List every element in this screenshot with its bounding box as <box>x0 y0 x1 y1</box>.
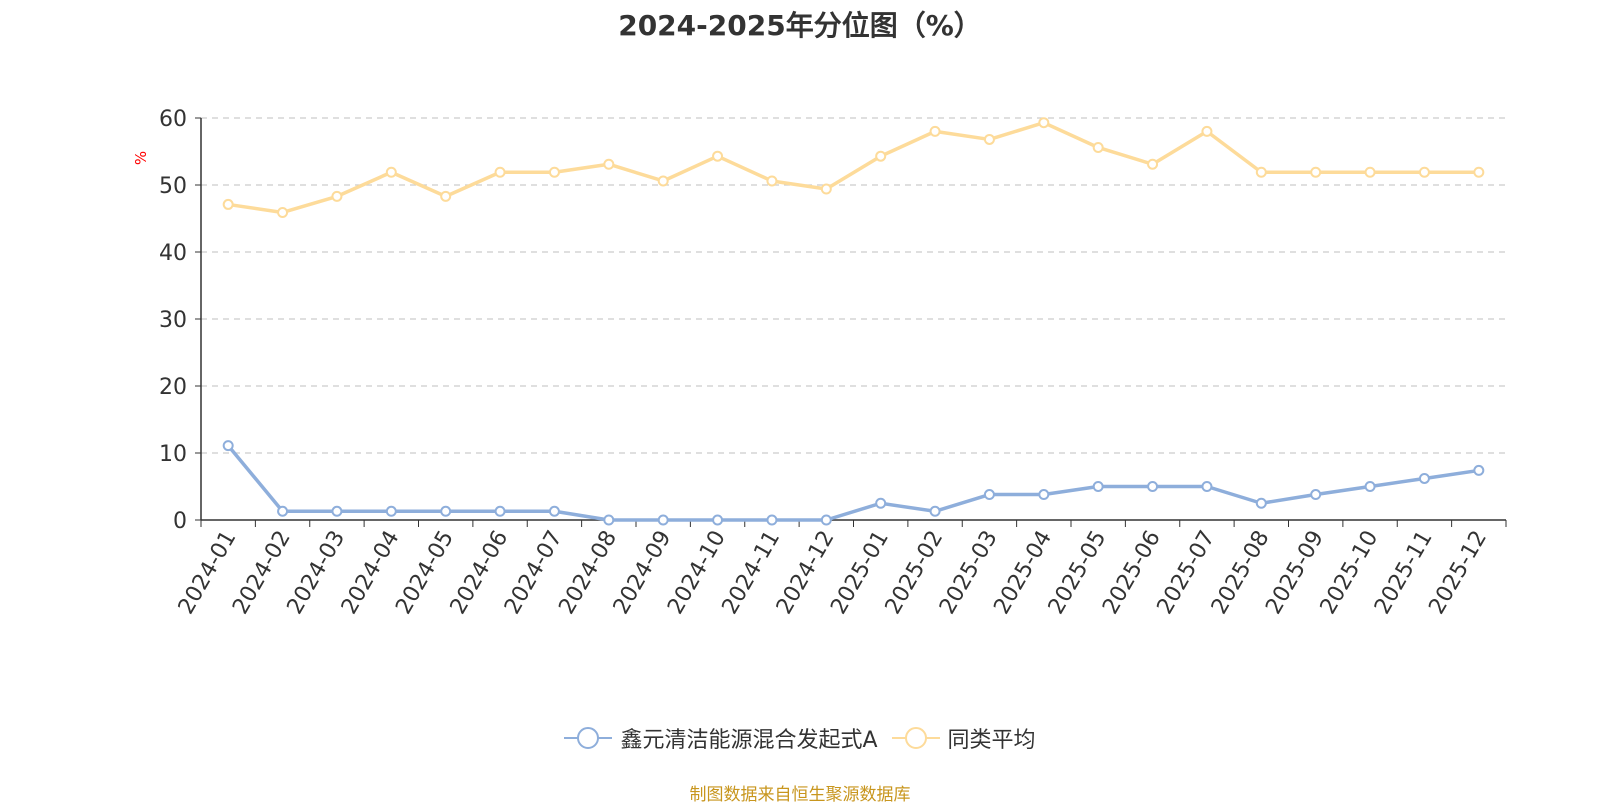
y-tick-label-20: 20 <box>159 375 187 400</box>
data-point-0-2024-04 <box>385 505 397 517</box>
data-point-0-2024-10 <box>712 514 724 526</box>
data-point-1-2025-07 <box>1201 125 1213 137</box>
y-tick-label-0: 0 <box>173 509 187 534</box>
data-point-0-2025-05 <box>1092 481 1104 492</box>
data-point-1-2025-03 <box>983 133 995 145</box>
data-point-1-2024-01 <box>222 198 234 210</box>
data-point-0-2025-09 <box>1310 489 1322 501</box>
data-point-1-2025-12 <box>1473 166 1485 178</box>
data-point-1-2025-06 <box>1147 158 1159 170</box>
data-point-1-2024-03 <box>331 190 343 202</box>
series-line-1 <box>227 120 1479 215</box>
data-point-0-2024-01 <box>222 440 234 452</box>
y-axis-label: % <box>132 151 150 165</box>
data-point-0-2025-11 <box>1418 472 1430 484</box>
data-point-0-2025-02 <box>929 505 941 517</box>
data-point-0-2025-04 <box>1038 489 1050 501</box>
legend-marker-peer-average <box>891 727 940 749</box>
data-point-1-2024-09 <box>657 175 669 187</box>
data-point-0-2024-06 <box>494 505 506 517</box>
data-point-1-2024-04 <box>385 166 397 178</box>
data-point-1-2025-05 <box>1092 141 1104 153</box>
legend-marker-fund <box>564 727 613 749</box>
data-point-1-2025-04 <box>1038 117 1050 129</box>
data-point-0-2024-07 <box>548 505 560 517</box>
data-point-1-2024-02 <box>277 206 289 218</box>
data-point-1-2024-07 <box>548 166 560 178</box>
data-point-0-2025-01 <box>875 497 887 509</box>
chart-legend: 鑫元清洁能源混合发起式A 同类平均 <box>0 722 1600 754</box>
data-point-1-2024-06 <box>494 166 506 178</box>
data-point-0-2024-12 <box>820 514 832 526</box>
data-point-1-2025-01 <box>875 150 887 162</box>
data-point-1-2025-02 <box>929 125 941 137</box>
data-source-note: 制图数据来自恒生聚源数据库 <box>689 785 911 805</box>
y-tick-label-60: 60 <box>159 107 187 132</box>
y-tick-label-50: 50 <box>159 174 187 199</box>
data-point-0-2024-03 <box>331 505 343 517</box>
data-point-0-2025-07 <box>1201 481 1213 492</box>
data-point-0-2024-11 <box>766 514 778 526</box>
legend-label-peer-average: 同类平均 <box>947 728 1036 753</box>
data-point-0-2024-02 <box>277 505 289 517</box>
y-tick-label-10: 10 <box>159 442 187 467</box>
legend-label-fund: 鑫元清洁能源混合发起式A <box>620 728 878 753</box>
data-point-1-2024-05 <box>440 190 452 202</box>
data-point-1-2024-10 <box>712 150 724 162</box>
data-point-1-2025-10 <box>1364 166 1376 178</box>
data-point-0-2024-09 <box>657 514 669 526</box>
data-point-1-2025-11 <box>1418 166 1430 178</box>
chart-title: 2024-2025年分位图（%） <box>618 9 982 42</box>
y-tick-label-40: 40 <box>159 241 187 266</box>
data-point-0-2024-08 <box>603 514 615 526</box>
line-chart: 0102030405060%2024-012024-022024-032024-… <box>132 107 1507 619</box>
y-tick-label-30: 30 <box>159 308 187 333</box>
data-point-1-2025-08 <box>1255 166 1267 178</box>
legend-item-fund[interactable]: 鑫元清洁能源混合发起式A <box>564 722 878 754</box>
data-point-0-2025-10 <box>1364 481 1376 492</box>
legend-item-peer-average[interactable]: 同类平均 <box>891 722 1036 754</box>
data-point-0-2025-12 <box>1473 464 1485 476</box>
data-point-0-2024-05 <box>440 505 452 517</box>
data-point-0-2025-06 <box>1147 481 1159 492</box>
data-point-1-2025-09 <box>1310 166 1322 178</box>
data-point-1-2024-12 <box>820 183 832 195</box>
series-line-0 <box>226 444 1480 522</box>
data-point-1-2024-11 <box>766 175 778 187</box>
data-point-0-2025-03 <box>983 489 995 501</box>
data-point-0-2025-08 <box>1255 497 1267 509</box>
data-point-1-2024-08 <box>603 158 615 170</box>
